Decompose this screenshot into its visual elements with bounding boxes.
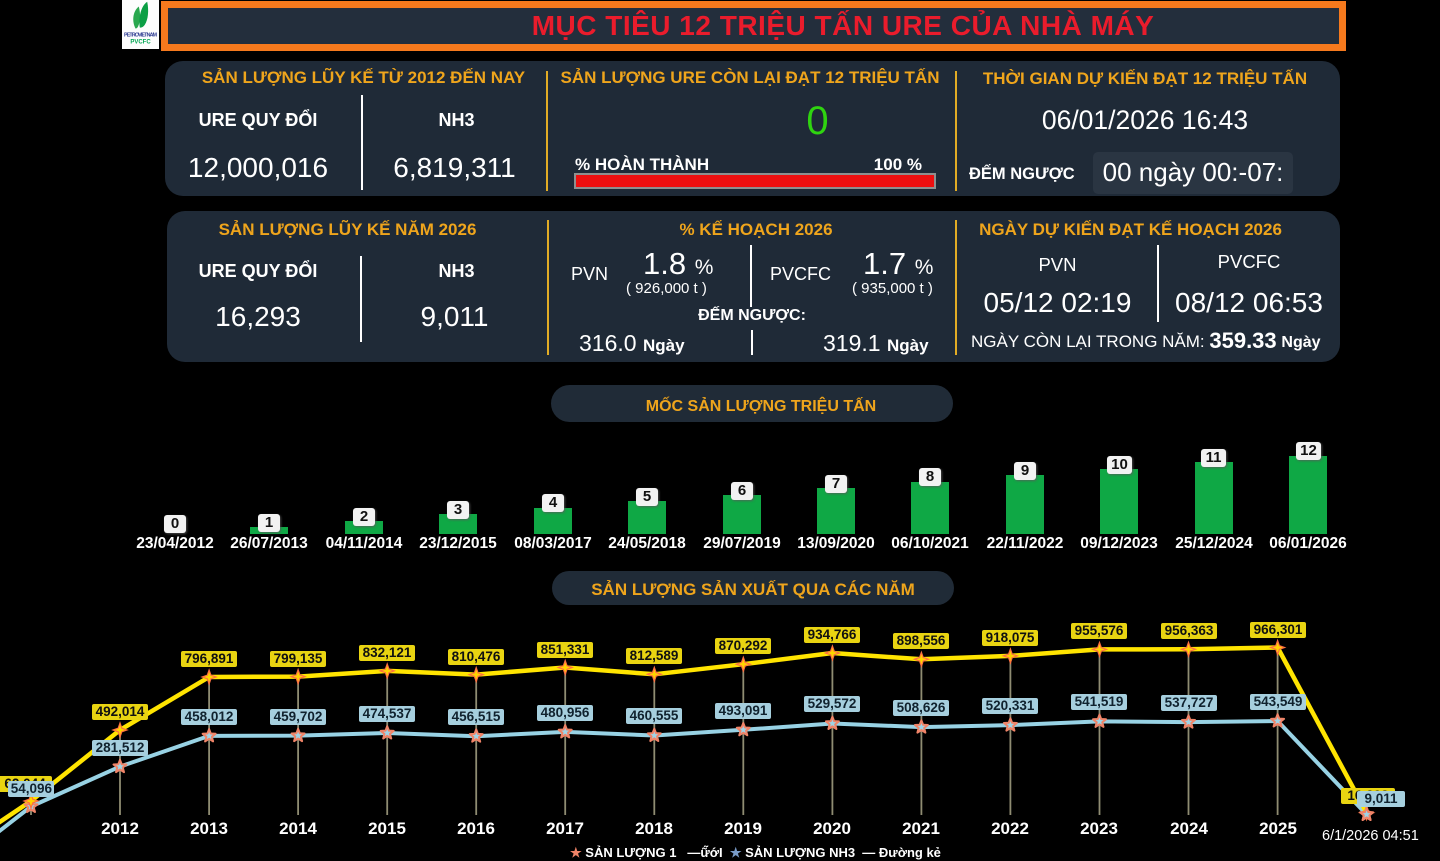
svg-text:PVCFC: PVCFC: [130, 40, 151, 46]
svg-text:PETROVIETNAM: PETROVIETNAM: [124, 33, 158, 39]
